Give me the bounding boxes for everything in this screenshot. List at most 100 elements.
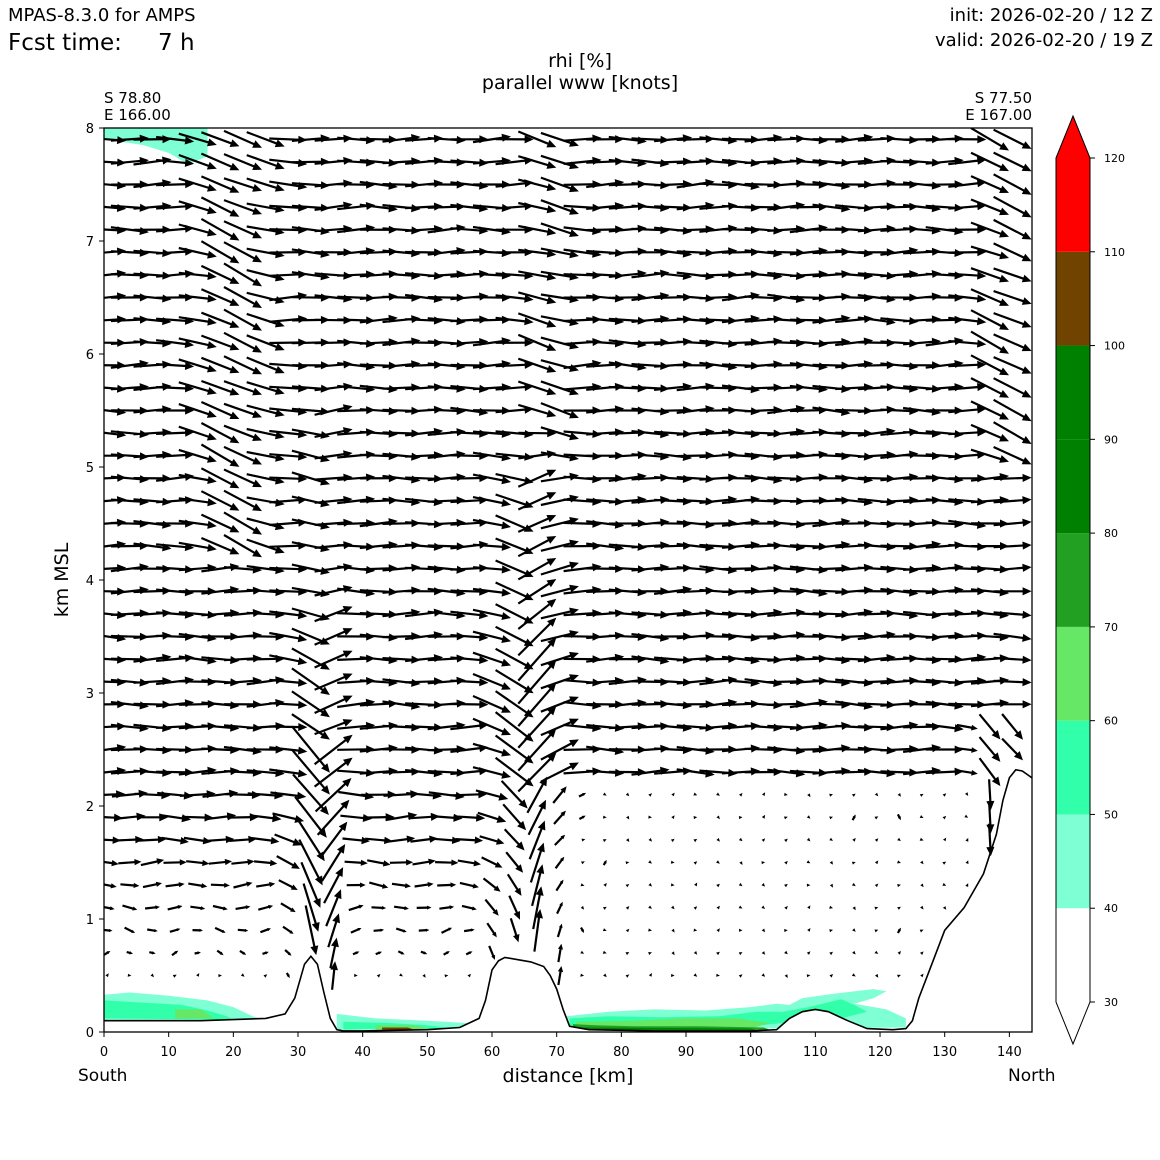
wind-vector bbox=[919, 793, 924, 797]
wind-vector bbox=[155, 135, 195, 145]
wind-vector bbox=[505, 851, 524, 873]
wind-vector bbox=[223, 489, 262, 512]
wind-vector bbox=[784, 792, 788, 796]
x-tick-label: 90 bbox=[678, 1045, 695, 1060]
wind-vector bbox=[427, 745, 466, 754]
wind-vector bbox=[517, 515, 557, 533]
wind-vector bbox=[829, 793, 833, 797]
wind-vector bbox=[852, 950, 856, 955]
colorbar-segment bbox=[1056, 439, 1090, 534]
wind-vector bbox=[857, 565, 896, 574]
wind-vector bbox=[671, 951, 675, 956]
wind-vector bbox=[965, 883, 969, 887]
wind-vector bbox=[110, 180, 149, 189]
wind-vector bbox=[269, 292, 308, 302]
x-tick-label: 140 bbox=[997, 1045, 1022, 1060]
wind-vector bbox=[970, 496, 1009, 505]
wind-vector bbox=[432, 836, 461, 844]
y-tick-label: 3 bbox=[86, 687, 94, 702]
wind-vector bbox=[993, 128, 1032, 149]
wind-vector bbox=[970, 377, 1009, 398]
wind-vector bbox=[978, 736, 1001, 762]
wind-vector bbox=[223, 768, 262, 777]
wind-vector bbox=[178, 177, 217, 192]
wind-vector bbox=[676, 428, 715, 437]
wind-vector bbox=[602, 906, 607, 910]
wind-vector bbox=[716, 973, 720, 977]
wind-vector bbox=[942, 815, 947, 820]
wind-vector bbox=[586, 474, 625, 483]
wind-vector bbox=[970, 330, 1009, 354]
wind-vector bbox=[761, 973, 766, 977]
forecast-time-value: 7 h bbox=[158, 30, 195, 56]
wind-vector bbox=[676, 361, 715, 370]
wind-vector bbox=[382, 271, 421, 280]
wind-vector bbox=[857, 769, 896, 778]
wind-vector bbox=[495, 248, 534, 257]
wind-vector bbox=[943, 837, 947, 842]
wind-vector bbox=[835, 157, 874, 166]
wind-vector bbox=[563, 586, 602, 595]
wind-vector bbox=[186, 859, 210, 867]
wind-vector bbox=[897, 906, 901, 910]
colorbar-tick-label: 110 bbox=[1104, 246, 1125, 259]
y-tick-label: 1 bbox=[86, 913, 94, 928]
wind-vector bbox=[405, 565, 444, 574]
wind-vector bbox=[200, 467, 240, 489]
wind-vector bbox=[342, 836, 370, 845]
colorbar-tick-label: 80 bbox=[1104, 527, 1118, 540]
wind-vector bbox=[144, 905, 160, 910]
wind-vector bbox=[178, 473, 217, 484]
wind-vector bbox=[517, 728, 557, 772]
wind-vector bbox=[880, 406, 919, 415]
wind-vector bbox=[484, 898, 499, 916]
wind-vector bbox=[970, 423, 1009, 442]
wind-vector bbox=[699, 722, 738, 731]
wind-vector bbox=[393, 905, 409, 911]
wind-vector bbox=[239, 949, 247, 955]
wind-vector bbox=[806, 837, 811, 842]
wind-vector bbox=[993, 541, 1032, 550]
wind-vector bbox=[369, 881, 389, 889]
wind-vector bbox=[857, 224, 896, 233]
wind-vector bbox=[540, 176, 579, 193]
wind-vector bbox=[978, 757, 1001, 787]
wind-vector bbox=[178, 246, 217, 259]
wind-vector bbox=[784, 905, 788, 910]
wind-vector bbox=[104, 678, 127, 687]
wind-vector bbox=[903, 700, 942, 709]
wind-vector bbox=[896, 927, 901, 934]
wind-vector bbox=[580, 950, 585, 954]
wind-vector bbox=[256, 881, 276, 888]
wind-vector bbox=[948, 156, 987, 166]
wind-vector bbox=[648, 793, 652, 797]
wind-vector bbox=[200, 217, 240, 241]
wind-vector bbox=[993, 632, 1032, 642]
wind-vector bbox=[812, 406, 851, 416]
wind-vector bbox=[528, 820, 546, 860]
wind-vector bbox=[223, 153, 262, 170]
wind-vector bbox=[556, 923, 563, 938]
wind-vector bbox=[461, 904, 477, 911]
wind-vector bbox=[495, 294, 534, 303]
wind-vector bbox=[925, 293, 964, 302]
wind-vector bbox=[292, 773, 329, 815]
wind-vector bbox=[178, 448, 217, 463]
wind-vector bbox=[223, 308, 262, 331]
wind-vector bbox=[948, 339, 987, 348]
wind-vector bbox=[229, 835, 257, 844]
wind-vector bbox=[214, 926, 226, 933]
wind-vector bbox=[648, 928, 652, 932]
wind-vector bbox=[518, 178, 557, 192]
wind-vector bbox=[472, 717, 511, 736]
wind-vector bbox=[338, 790, 375, 800]
wind-vector bbox=[178, 132, 217, 147]
wind-vector bbox=[531, 864, 545, 907]
wind-vector bbox=[920, 860, 924, 865]
wind-vector bbox=[223, 241, 262, 263]
wind-vector bbox=[201, 131, 240, 147]
terrain-layer bbox=[104, 768, 1032, 1032]
wind-vector bbox=[970, 400, 1009, 420]
wind-vector bbox=[382, 157, 421, 166]
wind-vector bbox=[178, 337, 217, 349]
